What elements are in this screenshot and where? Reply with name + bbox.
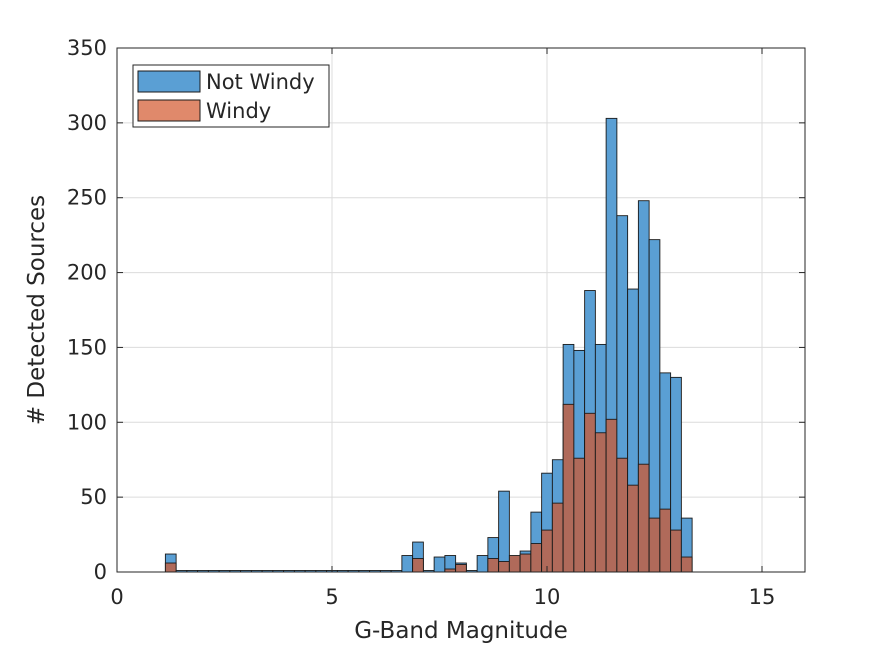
bar-windy bbox=[455, 564, 467, 573]
bar-windy bbox=[659, 508, 672, 573]
bar-windy bbox=[487, 558, 500, 573]
bar-not-windy bbox=[498, 490, 510, 573]
x-tick-label: 15 bbox=[749, 585, 776, 609]
legend-label-not-windy: Not Windy bbox=[206, 70, 315, 94]
bar-windy bbox=[594, 432, 607, 573]
bar-not-windy bbox=[401, 555, 414, 573]
y-tick-label: 0 bbox=[94, 560, 107, 584]
bar-windy bbox=[627, 484, 639, 573]
bar-windy bbox=[648, 517, 661, 573]
x-tick-label: 0 bbox=[110, 585, 123, 609]
bar-windy bbox=[508, 555, 521, 573]
bar-not-windy bbox=[433, 556, 446, 573]
x-tick-label: 5 bbox=[325, 585, 338, 609]
y-tick-label: 350 bbox=[67, 36, 107, 60]
bar-windy bbox=[519, 553, 532, 573]
legend: Not Windy Windy bbox=[132, 64, 330, 128]
x-axis-label: G-Band Magnitude bbox=[354, 618, 568, 644]
bar-windy bbox=[541, 529, 553, 573]
y-tick-label: 100 bbox=[67, 410, 107, 434]
bar-windy bbox=[562, 403, 575, 573]
plot-area bbox=[117, 48, 805, 572]
bars-layer bbox=[164, 117, 693, 573]
bar-windy bbox=[605, 418, 618, 573]
y-tick-label: 300 bbox=[67, 111, 107, 135]
bar-windy bbox=[498, 561, 510, 573]
y-tick-label: 200 bbox=[67, 261, 107, 285]
legend-label-windy: Windy bbox=[206, 99, 271, 123]
y-tick-label: 150 bbox=[67, 335, 107, 359]
bar-windy bbox=[573, 457, 586, 573]
bar-windy bbox=[637, 463, 650, 573]
bar-windy bbox=[670, 529, 682, 573]
bar-windy bbox=[584, 412, 596, 573]
plot-frame bbox=[116, 47, 806, 573]
bar-not-windy bbox=[476, 555, 489, 573]
bar-windy bbox=[164, 562, 177, 573]
x-tick-label: 10 bbox=[534, 585, 561, 609]
bar-windy bbox=[412, 558, 424, 573]
bar-windy bbox=[551, 502, 564, 573]
legend-swatch-not-windy bbox=[137, 70, 201, 93]
bar-windy bbox=[680, 556, 693, 573]
bar-windy bbox=[616, 457, 629, 573]
legend-swatch-windy bbox=[137, 99, 201, 122]
y-tick-label: 250 bbox=[67, 186, 107, 210]
y-axis-label: # Detected Sources bbox=[24, 195, 50, 425]
y-tick-label: 50 bbox=[80, 485, 107, 509]
bar-windy bbox=[530, 543, 543, 573]
